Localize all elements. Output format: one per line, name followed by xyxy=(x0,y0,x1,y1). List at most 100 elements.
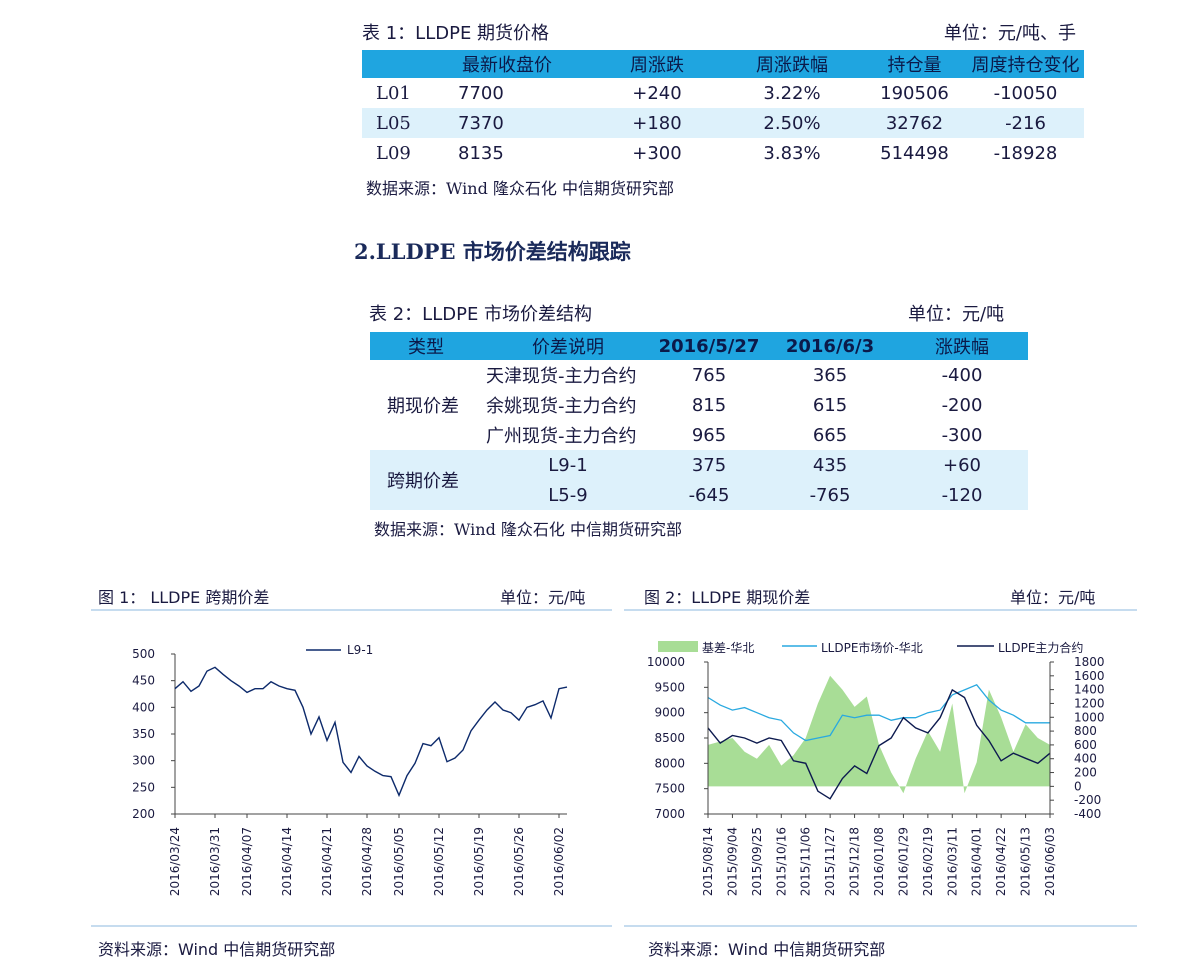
y-tick-label-right: 0 xyxy=(1074,779,1082,793)
table1-cell: 514498 xyxy=(880,142,949,164)
table1-body: L01 7700 +240 3.22% 190506 -10050 L05 7370 +180 2… xyxy=(362,78,1084,168)
table2-cell: 665 xyxy=(812,424,848,446)
table2-cell: 965 xyxy=(691,424,727,446)
basis-chart: 70007500800085009000950010000-400-200020… xyxy=(647,640,1105,896)
x-tick-label: 2016/04/07 xyxy=(240,827,254,896)
table2-cell: -765 xyxy=(764,480,896,510)
figure2-caption-text: 图 2：LLDPE 期现价差 xyxy=(644,588,811,607)
y-tick-label-right: -200 xyxy=(1074,793,1101,807)
y-tick-label-left: 7000 xyxy=(654,807,685,821)
x-tick-label: 2016/04/14 xyxy=(280,827,294,896)
x-tick-label: 2015/11/27 xyxy=(823,827,837,896)
y-tick-label-right: -400 xyxy=(1074,807,1101,821)
x-tick-label: 2016/02/19 xyxy=(921,827,935,896)
y-tick-label-left: 10000 xyxy=(647,655,685,669)
x-tick-label: 2015/12/18 xyxy=(848,827,862,896)
x-tick-label: 2016/03/11 xyxy=(945,827,959,896)
table1-unit-text: 单位：元/吨、手 xyxy=(943,23,1076,44)
table1-cell: 2.50% xyxy=(722,108,862,138)
table-row: 余姚现货-主力合约 815 615 -200 xyxy=(370,390,1028,420)
y-tick-label-right: 200 xyxy=(1074,766,1097,780)
figure2-unit-text: 单位：元/吨 xyxy=(1010,588,1096,607)
table1-unit: 单位：元/吨、手 xyxy=(944,19,1076,45)
legend-label-basis: 基差-华北 xyxy=(702,641,754,655)
table1-title: 表 1：LLDPE 期货价格 xyxy=(362,19,549,45)
x-tick-label: 2016/04/22 xyxy=(994,827,1008,896)
table-row: L09 8135 +300 3.83% 514498 -18928 xyxy=(362,138,1084,168)
x-tick-label: 2016/04/01 xyxy=(970,827,984,896)
y-tick-label-left: 7500 xyxy=(654,782,685,796)
figure2-source: 资料来源：Wind 中信期货研究部 xyxy=(648,936,885,960)
table1-source-text: 数据来源：Wind 隆众石化 中信期货研究部 xyxy=(366,179,675,198)
table2-header-cell: 类型 xyxy=(370,332,482,360)
figure2-top-rule xyxy=(624,609,1137,611)
series-area-basis xyxy=(708,675,1050,794)
x-tick-label: 2016/05/12 xyxy=(432,827,446,896)
x-tick-label: 2016/06/02 xyxy=(552,827,566,896)
table2-cell: 余姚现货-主力合约 xyxy=(486,396,637,417)
y-tick-label-left: 9000 xyxy=(654,706,685,720)
x-tick-label: 2016/03/24 xyxy=(168,827,182,896)
table2-cell: -200 xyxy=(941,394,983,416)
figure1-unit-text: 单位：元/吨 xyxy=(500,588,586,607)
table2-header-cell: 2016/5/27 xyxy=(654,332,764,360)
table-row: 期现价差 天津现货-主力合约 765 365 -400 xyxy=(370,360,1028,418)
spread-l9-1-chart: 200 250 300 350 400 450 500 2016/03/24 2016/03/3… xyxy=(132,643,568,896)
table1-cell: 3.83% xyxy=(763,142,821,164)
table2-cell: L5-9 xyxy=(482,480,654,510)
table1-cell: 8135 xyxy=(458,142,504,164)
y-tick-label-right: 1000 xyxy=(1074,710,1105,724)
table-row: L01 7700 +240 3.22% 190506 -10050 xyxy=(362,78,1084,108)
x-tick-label: 2015/11/06 xyxy=(799,827,813,896)
spread-structure-table: 类型 价差说明 2016/5/27 2016/6/3 涨跌幅 期现价差 天津现货-主力合约… xyxy=(370,332,1028,510)
x-tick-label: 2016/05/26 xyxy=(512,827,526,896)
y-tick-label: 350 xyxy=(132,727,155,741)
table1-header-cell xyxy=(362,50,422,78)
table2-cell: 375 xyxy=(654,450,764,480)
series-line-market-price xyxy=(707,684,1050,742)
table1-cell: 7700 xyxy=(458,82,504,104)
table2-header-row: 类型 价差说明 2016/5/27 2016/6/3 涨跌幅 xyxy=(370,332,1028,360)
figure1-caption-text: 图 1： LLDPE 跨期价差 xyxy=(98,588,270,607)
x-tick-label: 2015/09/04 xyxy=(725,827,739,896)
figure2-source-text: 资料来源：Wind 中信期货研究部 xyxy=(648,940,886,959)
y-tick-label: 300 xyxy=(132,754,155,768)
table2-cell: 765 xyxy=(691,364,727,386)
table-row: 广州现货-主力合约 965 665 -300 xyxy=(370,420,1028,450)
y-tick-label-right: 1600 xyxy=(1074,669,1105,683)
table1-header-cell: 周度持仓变化 xyxy=(967,50,1084,78)
x-tick-label: 2016/05/13 xyxy=(1019,827,1033,896)
y-tick-label-right: 600 xyxy=(1074,738,1097,752)
x-tick-label: 2016/03/31 xyxy=(208,827,222,896)
y-tick-label-left: 9500 xyxy=(654,680,685,694)
table1-cell: 32762 xyxy=(862,108,967,138)
x-tick-label: 2015/09/25 xyxy=(750,827,764,896)
table1-header-cell: 周涨跌幅 xyxy=(722,50,862,78)
x-tick-label: 2016/05/05 xyxy=(392,827,406,896)
y-tick-label-right: 1800 xyxy=(1074,655,1105,669)
y-tick-label: 400 xyxy=(132,700,155,714)
figure2-caption: 图 2：LLDPE 期现价差 xyxy=(644,584,810,608)
series-line-main-contract xyxy=(707,688,1051,800)
x-tick-label: 2015/08/14 xyxy=(701,827,715,896)
table1-cell: 7370 xyxy=(422,108,592,138)
table1-cell: -10050 xyxy=(993,82,1058,104)
table2-unit-text: 单位：元/吨 xyxy=(908,304,1005,325)
table2-cell: 615 xyxy=(812,394,848,416)
figure1-unit: 单位：元/吨 xyxy=(500,584,585,608)
table-row: L05 7370 +180 2.50% 32762 -216 xyxy=(362,108,1084,138)
table2-cell: 435 xyxy=(764,450,896,480)
y-tick-label-left: 8000 xyxy=(654,756,685,770)
table2-cell: 广州现货-主力合约 xyxy=(486,426,637,447)
y-tick-label-right: 400 xyxy=(1074,752,1097,766)
y-tick-label-right: 1400 xyxy=(1074,683,1105,697)
table1-cell: +180 xyxy=(592,108,722,138)
table2-header-cell: 价差说明 xyxy=(482,332,654,360)
table2-cell: -300 xyxy=(941,424,983,446)
table2-cell: 365 xyxy=(812,364,848,386)
y-tick-label-left: 8500 xyxy=(654,731,685,745)
table1-cell: -216 xyxy=(967,108,1084,138)
table2-title-text: 表 2：LLDPE 市场价差结构 xyxy=(369,304,593,325)
x-tick-label: 2015/10/16 xyxy=(774,827,788,896)
table2-header-cell: 2016/6/3 xyxy=(764,332,896,360)
